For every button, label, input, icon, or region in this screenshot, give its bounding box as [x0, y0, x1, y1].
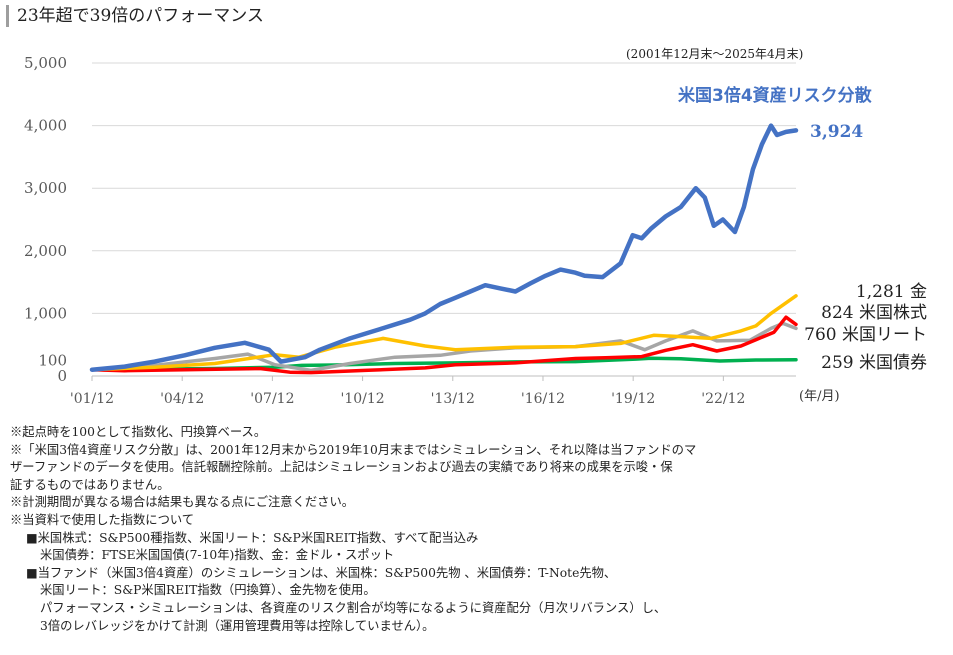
series-end-label: 1,281 金 — [856, 282, 927, 302]
y-tick-label: 3,000 — [24, 179, 67, 197]
series-line-2 — [90, 315, 798, 375]
note-fund-simulation-1: ■当ファンド（米国3倍4資産）のシミュレーションは、米国株：S&P500先物 、… — [26, 565, 617, 580]
note-fund-simulation-4: 3倍のレバレッジをかけて計測（運用管理費用等は控除していません）。 — [40, 618, 435, 633]
x-unit-label: (年/月) — [799, 389, 840, 404]
note-fund-simulation-3: パフォーマンス・シミュレーションは、各資産のリスク割合が均等になるように資産配分… — [40, 600, 667, 615]
series-name-label: 米国3倍4資産リスク分散 — [678, 85, 873, 106]
chart-title: 23年超で39倍のパフォーマンス — [6, 5, 264, 27]
x-tick-label: '10/12 — [340, 391, 384, 407]
y-tick-label: 100 — [38, 352, 67, 370]
note-index-bonds: 米国債券：FTSE米国国債(7-10年)指数、金：金ドル・スポット — [40, 548, 395, 563]
x-tick-label: '01/12 — [70, 391, 114, 407]
series-end-label: 3,924 — [810, 122, 863, 142]
y-tick-label: 2,000 — [24, 242, 67, 260]
note-index-stocks: ■米国株式：S&P500種指数、米国リート：S&P米国REIT指数、すべて配当込… — [26, 530, 479, 545]
period-label: (2001年12月末〜2025年4月末) — [626, 47, 804, 61]
series-layer — [89, 123, 799, 375]
grid-layer — [92, 62, 796, 314]
note-indexing: ※起点時を100として指数化、円換算ベース。 — [10, 425, 267, 439]
series-end-label: 259 米国債券 — [821, 353, 927, 373]
series-end-label: 824 米国株式 — [821, 303, 927, 323]
y-tick-label: 4,000 — [24, 117, 67, 135]
note-period: ※計測期間が異なる場合は結果も異なる点にご注意ください。 — [10, 495, 355, 510]
x-tick-label: '19/12 — [611, 391, 655, 407]
note-index-heading: ※当資料で使用した指数について — [10, 512, 195, 527]
x-tick-label: '13/12 — [431, 391, 475, 407]
note-simulation-3: 証するものではありません。 — [10, 477, 170, 492]
note-fund-simulation-2: 米国リート：S&P米国REIT指数（円換算）、金先物を使用。 — [40, 583, 376, 598]
note-simulation-1: ※「米国3倍4資産リスク分散」は、2001年12月末から2019年10月末までは… — [10, 442, 697, 457]
note-simulation-2: ザーファンドのデータを使用。信託報酬控除前。上記はシミュレーションおよび過去の実… — [10, 460, 673, 475]
series-end-label: 760 米国リート — [804, 325, 927, 345]
y-tick-label: 0 — [57, 367, 67, 385]
x-tick-label: '07/12 — [250, 391, 294, 407]
x-tick-label: '22/12 — [701, 391, 745, 407]
footnotes: ※起点時を100として指数化、円換算ベース。 ※「米国3倍4資産リスク分散」は、… — [10, 424, 940, 635]
x-tick-label: '16/12 — [521, 391, 565, 407]
series-line-0 — [89, 123, 799, 372]
x-tick-label: '04/12 — [160, 391, 204, 407]
y-tick-label: 1,000 — [24, 304, 67, 322]
y-tick-label: 5,000 — [24, 54, 67, 72]
